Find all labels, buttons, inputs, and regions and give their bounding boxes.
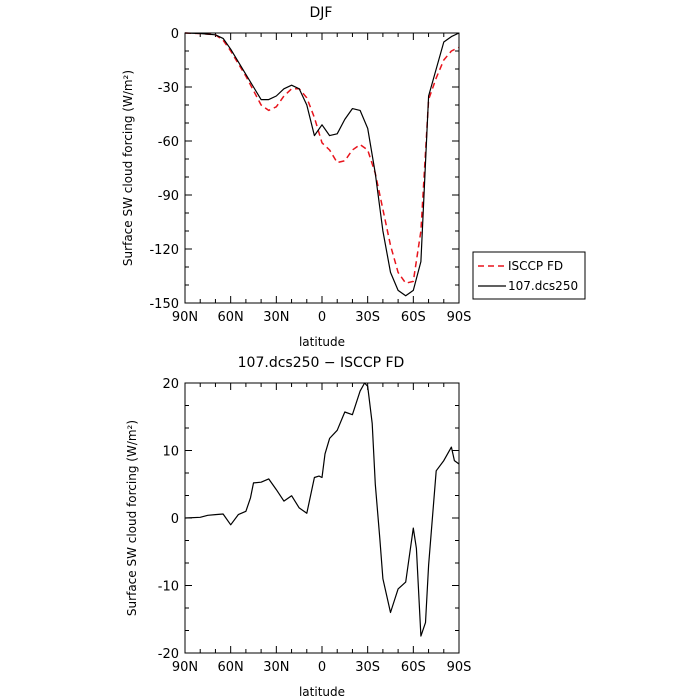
- series-line-difference: [184, 382, 460, 637]
- y-tick-label: 0: [171, 27, 179, 42]
- top-panel-x-tick-labels: 90N 60N 30N 0 30S 60S 90S: [172, 310, 472, 325]
- top-panel-title: DJF: [310, 5, 333, 21]
- series-line-isccp-fd: [184, 32, 460, 284]
- y-tick-label: -30: [158, 81, 179, 96]
- top-panel-y-axis-label: Surface SW cloud forcing (W/m²): [121, 70, 135, 266]
- y-tick-label: 0: [171, 512, 179, 527]
- x-tick-label: 30N: [263, 660, 289, 675]
- x-tick-label: 90N: [172, 310, 198, 325]
- y-tick-label: 10: [162, 445, 179, 460]
- y-tick-label: 20: [162, 377, 179, 392]
- y-tick-label: -150: [149, 297, 179, 312]
- bottom-panel-x-axis-label: latitude: [299, 685, 345, 699]
- y-tick-label: -10: [158, 580, 179, 595]
- y-tick-label: -20: [158, 647, 179, 662]
- x-tick-label: 30N: [263, 310, 289, 325]
- x-tick-label: 30S: [355, 660, 380, 675]
- bottom-panel-y-axis-label: Surface SW cloud forcing (W/m²): [125, 420, 139, 616]
- x-tick-label: 90S: [447, 660, 472, 675]
- legend-label-107-dcs250: 107.dcs250: [508, 279, 578, 293]
- x-tick-label: 90S: [447, 310, 472, 325]
- top-panel: DJF 90N 60N 30N 0 30S 60S 90S 0 -30 -60 -90 -120 -1…: [121, 5, 471, 349]
- legend-box: [472, 251, 586, 300]
- x-tick-label: 60S: [401, 310, 426, 325]
- bottom-panel-y-tick-labels: 20 10 0 -10 -20: [158, 377, 179, 662]
- x-tick-label: 30S: [355, 310, 380, 325]
- y-tick-label: -120: [149, 243, 179, 258]
- top-panel-series: [184, 32, 460, 297]
- top-panel-ticks: [184, 32, 460, 304]
- bottom-panel-title: 107.dcs250 − ISCCP FD: [238, 355, 405, 371]
- top-panel-frame: [184, 32, 460, 304]
- legend-label-isccp-fd: ISCCP FD: [508, 259, 563, 273]
- top-panel-x-axis-label: latitude: [299, 335, 345, 349]
- x-tick-label: 0: [318, 310, 326, 325]
- bottom-panel-frame: [184, 382, 460, 654]
- bottom-panel-x-tick-labels: 90N 60N 30N 0 30S 60S 90S: [172, 660, 472, 675]
- x-tick-label: 60N: [218, 660, 244, 675]
- top-panel-y-tick-labels: 0 -30 -60 -90 -120 -150: [149, 27, 179, 312]
- bottom-panel-series: [184, 382, 460, 637]
- bottom-panel: 107.dcs250 − ISCCP FD 90N 60N 30N 0 30S 60S 90…: [125, 355, 471, 699]
- y-tick-label: -60: [158, 135, 179, 150]
- series-line-107-dcs250: [184, 32, 460, 297]
- y-tick-label: -90: [158, 189, 179, 204]
- x-tick-label: 60S: [401, 660, 426, 675]
- x-tick-label: 60N: [218, 310, 244, 325]
- x-tick-label: 90N: [172, 660, 198, 675]
- legend: ISCCP FD 107.dcs250: [472, 251, 586, 300]
- x-tick-label: 0: [318, 660, 326, 675]
